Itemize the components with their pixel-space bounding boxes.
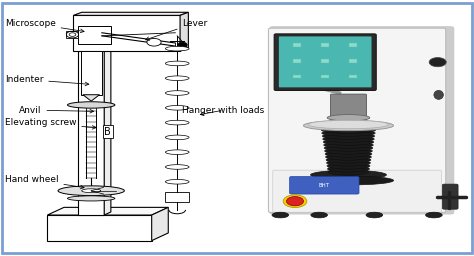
Ellipse shape (323, 139, 374, 145)
Ellipse shape (325, 148, 373, 154)
Ellipse shape (308, 120, 389, 129)
Ellipse shape (328, 166, 370, 172)
Ellipse shape (165, 76, 189, 81)
Ellipse shape (165, 150, 189, 154)
FancyBboxPatch shape (268, 28, 446, 212)
Circle shape (178, 42, 187, 47)
Ellipse shape (303, 120, 393, 131)
Ellipse shape (165, 120, 189, 125)
Circle shape (147, 38, 161, 46)
Ellipse shape (303, 176, 393, 185)
Bar (349, 44, 357, 47)
Bar (321, 59, 329, 63)
Ellipse shape (328, 169, 369, 175)
Ellipse shape (325, 151, 372, 157)
Bar (293, 75, 301, 78)
Polygon shape (47, 215, 152, 241)
Ellipse shape (58, 186, 124, 196)
Text: B: B (104, 127, 111, 137)
Bar (321, 75, 329, 78)
Ellipse shape (434, 90, 443, 99)
Ellipse shape (165, 105, 189, 110)
Polygon shape (81, 51, 102, 95)
FancyBboxPatch shape (274, 34, 376, 90)
Polygon shape (152, 207, 168, 241)
Ellipse shape (310, 170, 386, 179)
Bar (254, 8, 469, 248)
Ellipse shape (323, 136, 374, 142)
Ellipse shape (326, 157, 371, 163)
Ellipse shape (165, 135, 189, 140)
Ellipse shape (67, 196, 115, 201)
Bar (165, 192, 189, 202)
Polygon shape (78, 49, 104, 215)
Polygon shape (180, 12, 188, 51)
Bar (321, 44, 329, 47)
Ellipse shape (165, 46, 189, 51)
Circle shape (429, 58, 446, 67)
Ellipse shape (165, 61, 189, 66)
FancyBboxPatch shape (279, 36, 372, 87)
Ellipse shape (326, 154, 372, 160)
Ellipse shape (311, 212, 328, 218)
Ellipse shape (328, 172, 369, 178)
FancyBboxPatch shape (290, 177, 359, 194)
Ellipse shape (324, 142, 374, 148)
Polygon shape (104, 46, 111, 215)
FancyBboxPatch shape (330, 94, 366, 121)
Text: Anvil: Anvil (19, 105, 93, 115)
Text: Microscope: Microscope (5, 18, 84, 33)
Text: Elevating screw: Elevating screw (5, 118, 96, 129)
Polygon shape (73, 15, 180, 51)
Bar (293, 44, 301, 47)
Text: BHT: BHT (319, 183, 330, 188)
Ellipse shape (426, 212, 442, 218)
FancyBboxPatch shape (269, 26, 454, 215)
Circle shape (283, 195, 307, 208)
Bar (293, 59, 301, 63)
Ellipse shape (327, 163, 370, 169)
Ellipse shape (327, 160, 371, 166)
Text: Indenter: Indenter (5, 75, 89, 86)
Ellipse shape (272, 212, 289, 218)
Ellipse shape (327, 115, 370, 121)
Bar (349, 59, 357, 63)
Text: Lever: Lever (146, 18, 208, 40)
Polygon shape (78, 26, 111, 44)
Ellipse shape (321, 127, 376, 133)
Ellipse shape (67, 102, 115, 108)
Polygon shape (73, 12, 188, 15)
Ellipse shape (82, 189, 100, 193)
Circle shape (286, 197, 303, 206)
Bar (349, 75, 357, 78)
FancyBboxPatch shape (442, 184, 458, 209)
Ellipse shape (322, 130, 375, 136)
Ellipse shape (165, 91, 189, 95)
Text: Hanger with loads: Hanger with loads (182, 105, 265, 116)
Ellipse shape (322, 133, 375, 139)
Text: Hand wheel: Hand wheel (5, 175, 84, 189)
Ellipse shape (324, 145, 373, 151)
Polygon shape (47, 207, 168, 215)
Ellipse shape (165, 165, 189, 169)
FancyBboxPatch shape (273, 170, 441, 212)
Ellipse shape (165, 179, 189, 184)
Ellipse shape (366, 212, 383, 218)
Polygon shape (66, 31, 78, 38)
Polygon shape (83, 95, 100, 101)
